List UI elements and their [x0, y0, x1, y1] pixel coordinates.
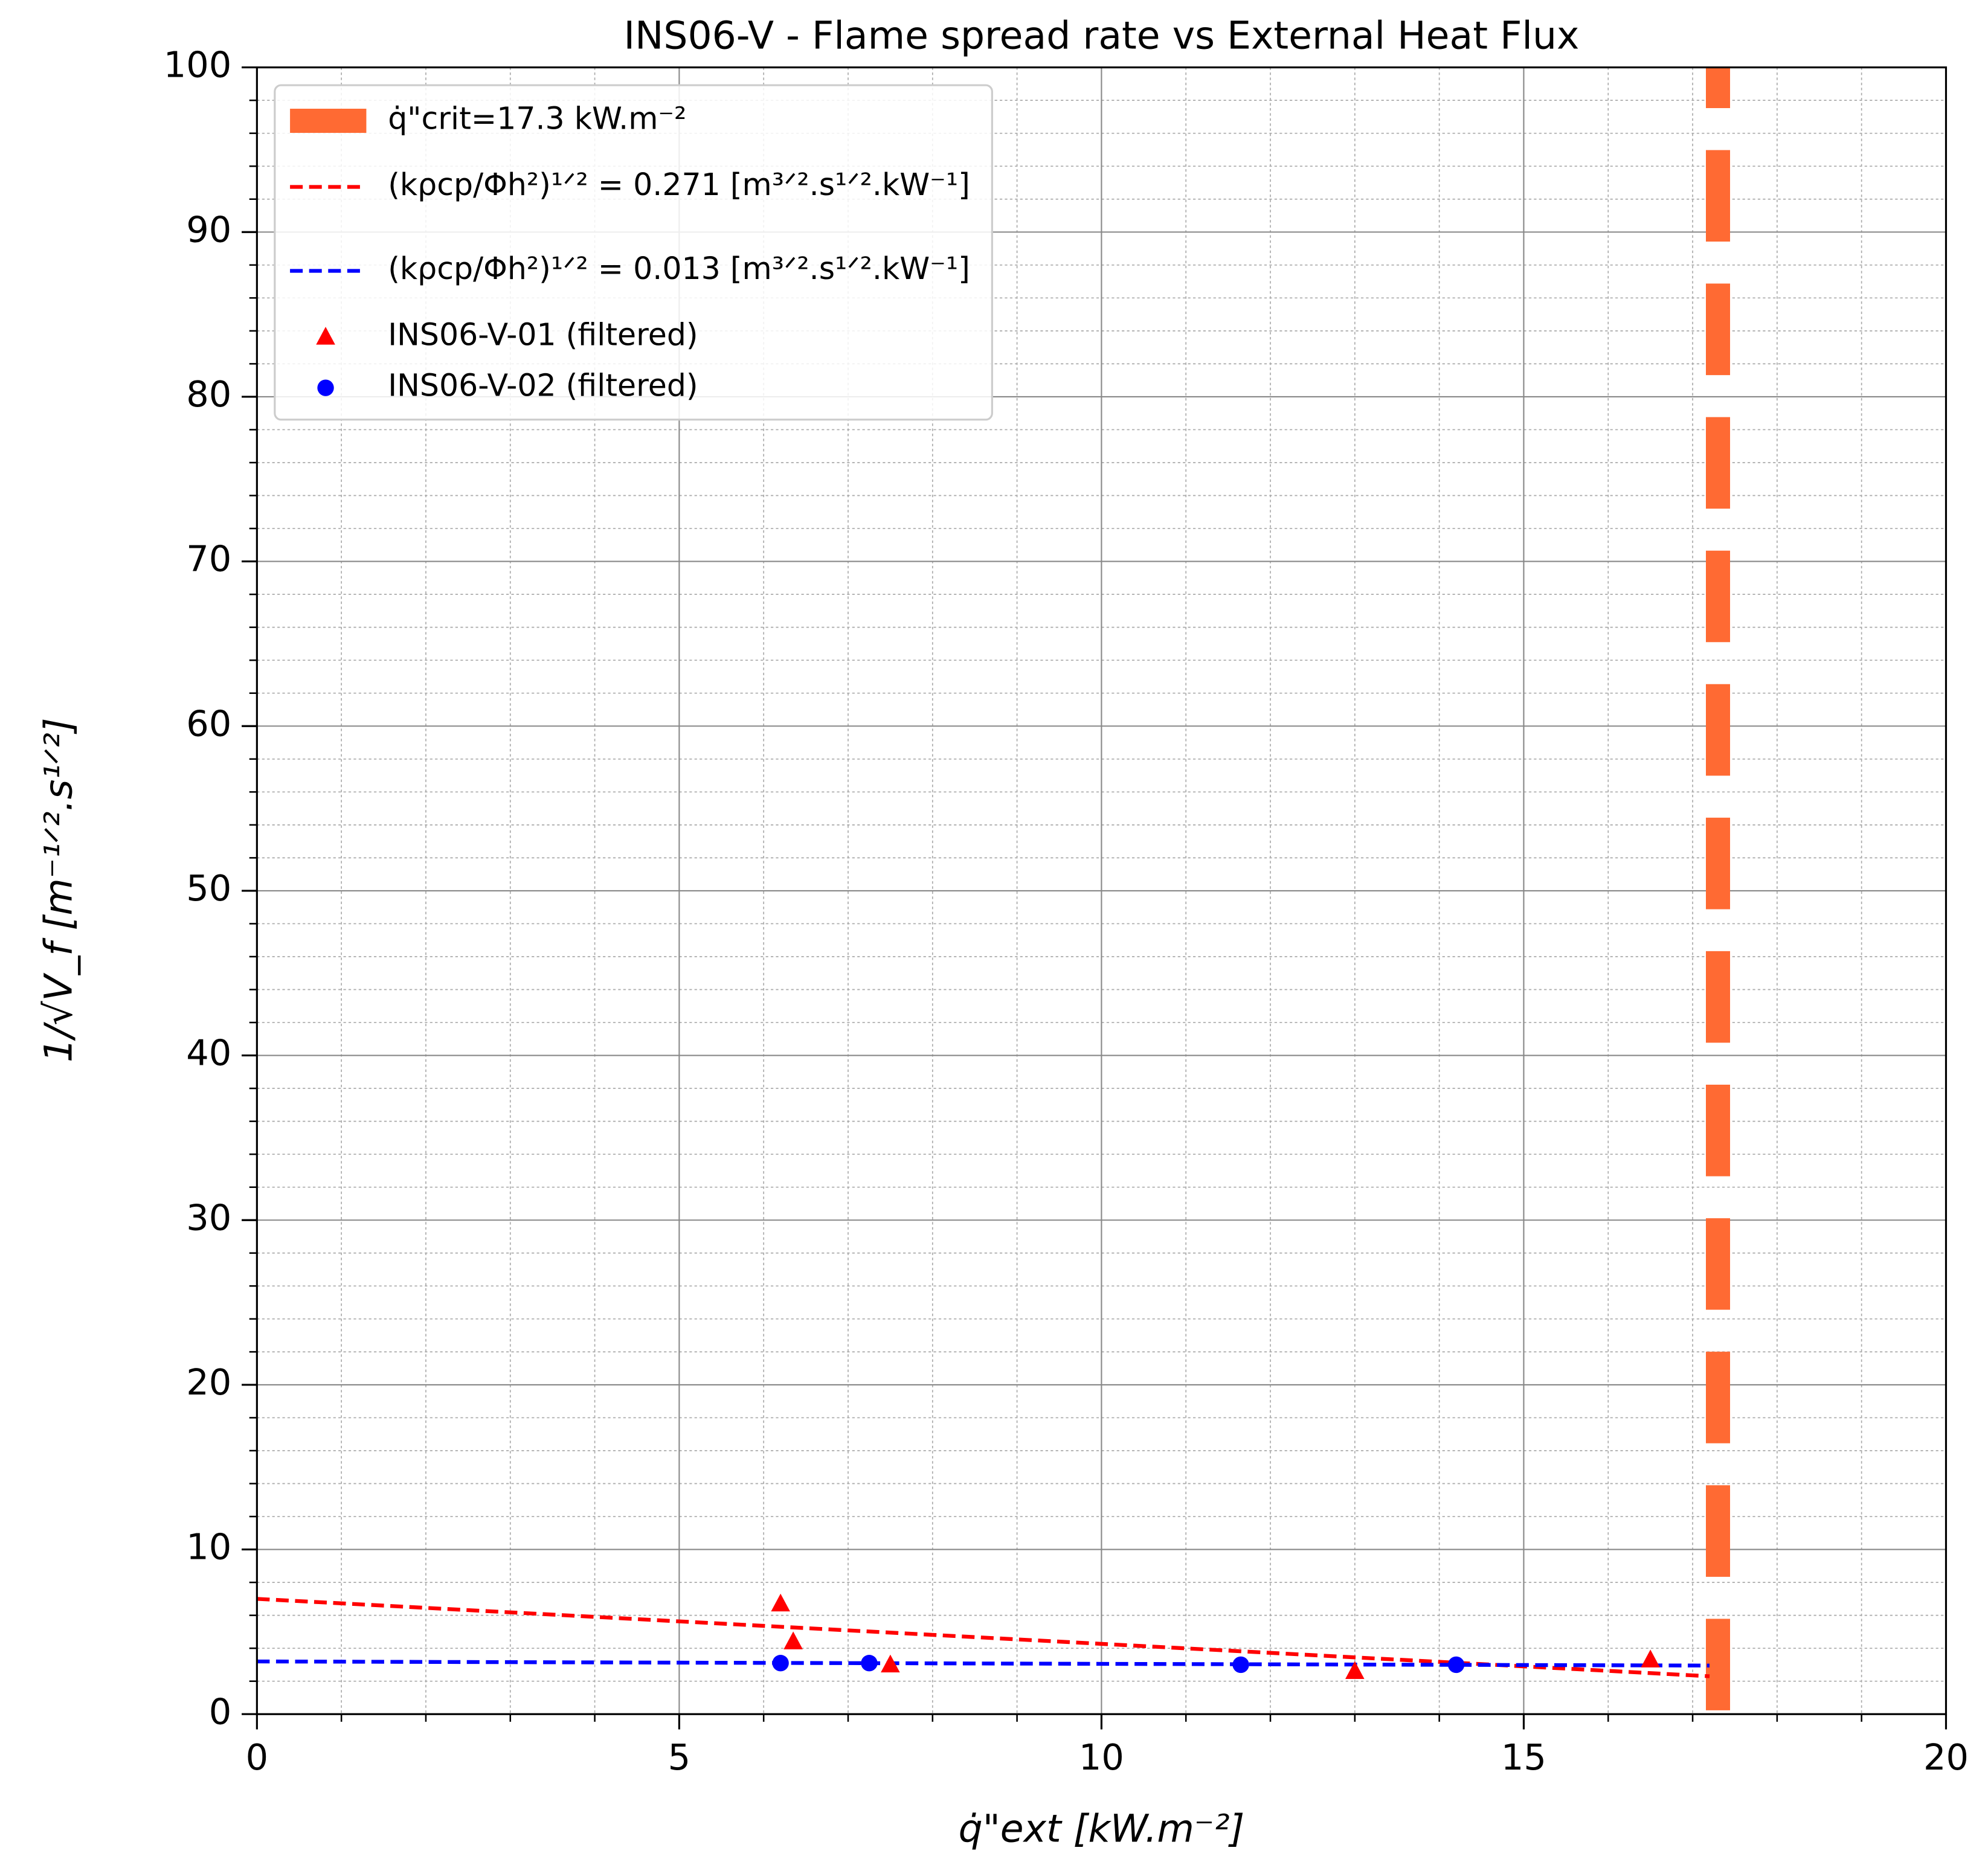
circle-marker — [772, 1655, 789, 1672]
y-tick-label: 10 — [186, 1526, 231, 1568]
y-tick-label: 20 — [186, 1361, 231, 1403]
triangle-marker — [783, 1631, 803, 1649]
circle-marker — [1447, 1656, 1465, 1674]
y-tick-label: 80 — [186, 373, 231, 415]
x-tick-label: 5 — [668, 1736, 691, 1778]
x-tick-label: 10 — [1079, 1736, 1124, 1778]
x-tick-label: 15 — [1501, 1736, 1546, 1778]
y-tick-label: 70 — [186, 538, 231, 580]
circle-marker — [1232, 1656, 1249, 1674]
y-axis-label: 1/√V_f [m⁻¹ᐟ².s¹ᐟ²] — [36, 718, 81, 1063]
legend-label: q̇"crit=17.3 kW.m⁻² — [388, 101, 686, 136]
y-tick-label: 0 — [209, 1690, 232, 1732]
y-tick-label: 60 — [186, 702, 231, 744]
circle-marker — [861, 1655, 878, 1672]
legend-label: INS06-V-02 (filtered) — [388, 368, 698, 403]
triangle-marker — [1345, 1661, 1365, 1679]
y-tick-label: 90 — [186, 208, 231, 250]
x-axis-label: q̇"ext [kW.m⁻²] — [959, 1806, 1245, 1851]
plot-frame — [256, 66, 1948, 1715]
legend-label: (kρcp/Φh²)¹ᐟ² = 0.013 [m³ᐟ².s¹ᐟ².kW⁻¹] — [388, 251, 970, 286]
x-tick-label: 20 — [1923, 1736, 1969, 1778]
triangle-marker — [1641, 1649, 1660, 1667]
y-tick-label: 100 — [164, 44, 232, 86]
circle-marker — [317, 379, 334, 396]
y-tick-label: 30 — [186, 1196, 231, 1238]
legend-label: INS06-V-01 (filtered) — [388, 316, 698, 352]
y-tick-label: 50 — [186, 867, 231, 909]
fit-line — [257, 1659, 1710, 1667]
y-tick-label: 40 — [186, 1032, 231, 1074]
chart-title: INS06-V - Flame spread rate vs External … — [623, 13, 1579, 58]
legend-label: (kρcp/Φh²)¹ᐟ² = 0.271 [m³ᐟ².s¹ᐟ².kW⁻¹] — [388, 167, 970, 202]
x-tick-label: 0 — [246, 1736, 269, 1778]
legend-box — [274, 84, 993, 421]
triangle-marker — [316, 327, 335, 345]
triangle-marker — [771, 1593, 790, 1612]
triangle-marker — [881, 1654, 900, 1673]
